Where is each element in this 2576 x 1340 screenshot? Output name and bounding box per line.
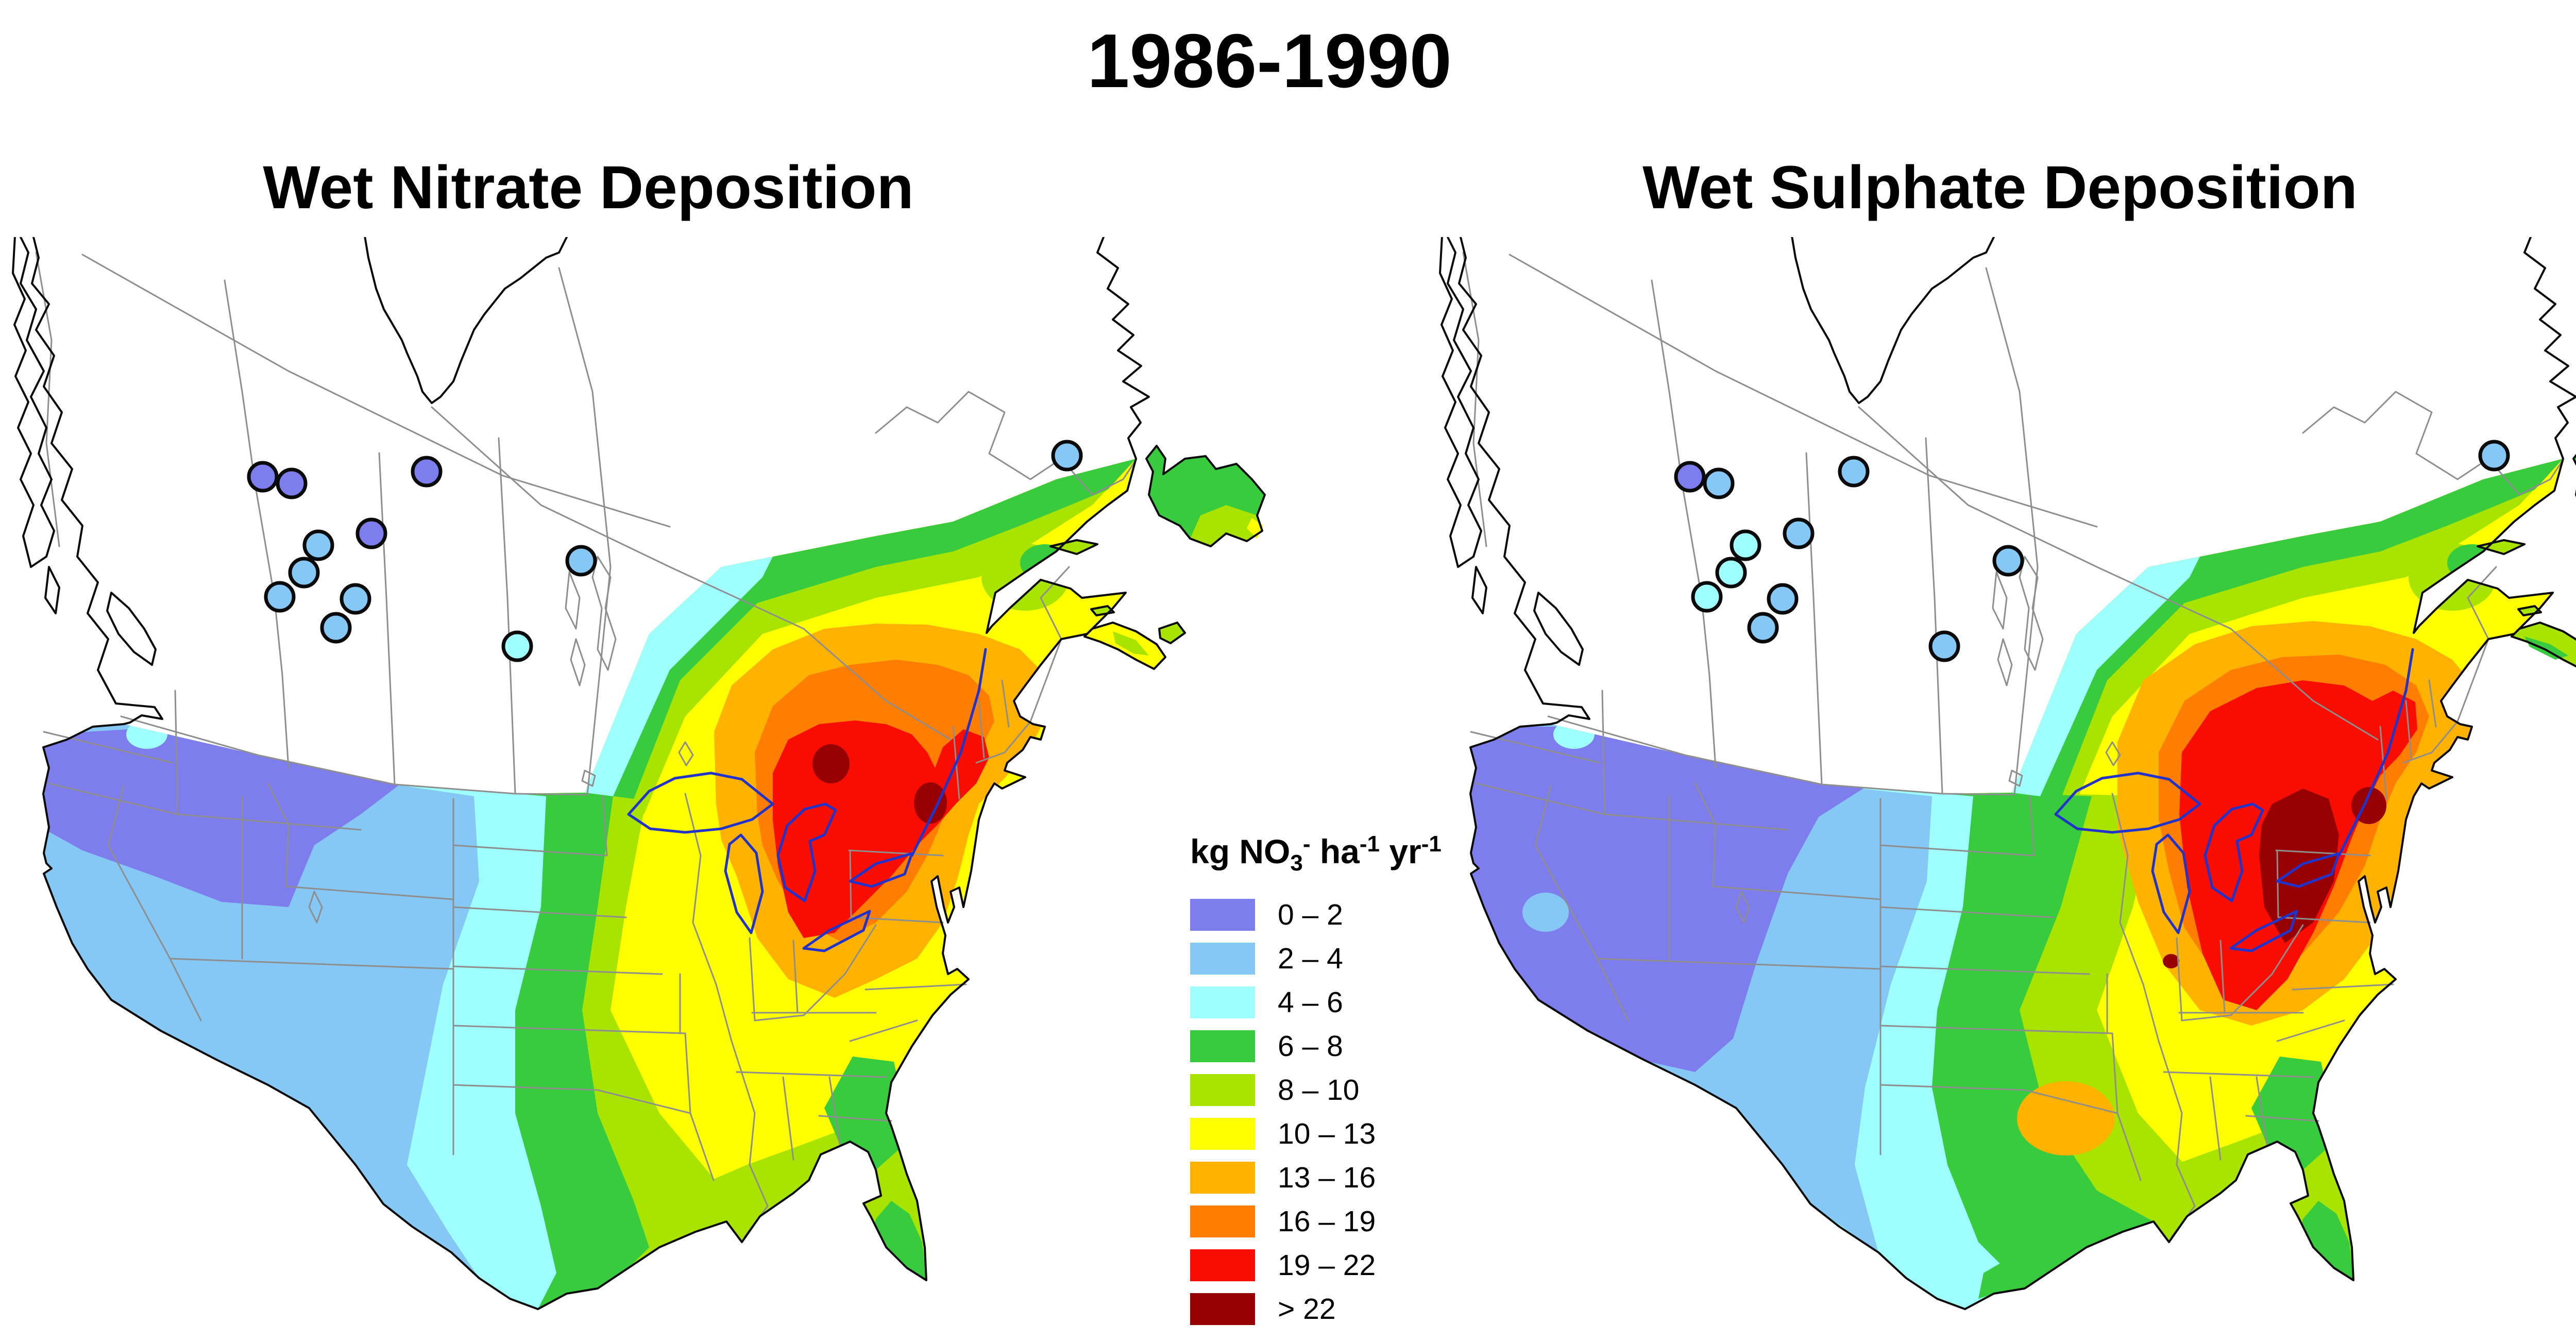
legend-label: 13 – 16 bbox=[1278, 1161, 1376, 1194]
station-marker bbox=[288, 557, 320, 589]
legend-item: 4 – 6 bbox=[1190, 986, 1479, 1019]
legend-title-segment: - bbox=[1302, 831, 1311, 857]
legend-swatch bbox=[1190, 1293, 1255, 1325]
station-marker bbox=[264, 581, 296, 613]
station-marker bbox=[1703, 467, 1735, 499]
station-marker bbox=[1051, 440, 1083, 472]
legend-swatch bbox=[1190, 986, 1255, 1018]
station-marker bbox=[302, 529, 334, 561]
legend-item: 2 – 4 bbox=[1190, 942, 1479, 975]
nitrate-map bbox=[0, 237, 1288, 1340]
station-marker bbox=[1928, 630, 1960, 662]
legend-swatch bbox=[1190, 943, 1255, 975]
station-marker bbox=[501, 630, 533, 662]
legend-label: 4 – 6 bbox=[1278, 986, 1343, 1019]
legend-swatch bbox=[1190, 1249, 1255, 1281]
legend-label: 16 – 19 bbox=[1278, 1205, 1376, 1238]
legend-label: 2 – 4 bbox=[1278, 942, 1343, 975]
nitrate-station-markers bbox=[247, 440, 1083, 662]
station-marker bbox=[1715, 557, 1747, 589]
legend-label: 10 – 13 bbox=[1278, 1117, 1376, 1150]
legend-item: 10 – 13 bbox=[1190, 1117, 1479, 1150]
legend-swatch bbox=[1190, 1205, 1255, 1237]
legend-title-segment: kg NO bbox=[1190, 832, 1291, 870]
sulphate-map-title: Wet Sulphate Deposition bbox=[1642, 154, 2358, 222]
station-marker bbox=[320, 612, 352, 644]
station-marker bbox=[1992, 545, 2024, 577]
legend-item: 16 – 19 bbox=[1190, 1205, 1479, 1238]
legend-label: 6 – 8 bbox=[1278, 1030, 1343, 1063]
station-marker bbox=[411, 456, 443, 488]
station-marker bbox=[1783, 517, 1815, 549]
legend-item: 8 – 10 bbox=[1190, 1074, 1479, 1107]
legend-title-segment: 3 bbox=[1290, 850, 1303, 876]
legend-item: 19 – 22 bbox=[1190, 1249, 1479, 1282]
legend-item: > 22 bbox=[1190, 1293, 1479, 1326]
legend-label: 8 – 10 bbox=[1278, 1074, 1360, 1107]
legend-title-segment: -1 bbox=[1421, 831, 1442, 857]
legend-item: 0 – 2 bbox=[1190, 898, 1479, 931]
station-marker bbox=[1747, 612, 1779, 644]
legend-swatch bbox=[1190, 1162, 1255, 1194]
station-marker bbox=[1674, 461, 1706, 493]
nitrate-legend-title: kg NO3- ha-1 yr-1 bbox=[1190, 831, 1479, 875]
station-marker bbox=[340, 583, 371, 615]
station-marker bbox=[565, 545, 597, 577]
station-marker bbox=[1767, 583, 1799, 615]
page-title: 1986-1990 bbox=[1087, 19, 1452, 104]
legend-label: > 22 bbox=[1278, 1293, 1336, 1326]
station-marker bbox=[247, 461, 279, 493]
sulphate-map bbox=[1427, 237, 2576, 1340]
legend-label: 0 – 2 bbox=[1278, 898, 1343, 931]
legend-item: 13 – 16 bbox=[1190, 1161, 1479, 1194]
station-marker bbox=[355, 517, 387, 549]
station-marker bbox=[2478, 440, 2510, 472]
station-marker bbox=[276, 467, 308, 499]
station-marker bbox=[1838, 456, 1870, 488]
legend-title-segment: ha bbox=[1310, 832, 1360, 870]
station-marker bbox=[1730, 529, 1761, 561]
legend-swatch bbox=[1190, 1074, 1255, 1106]
sulphate-station-markers bbox=[1674, 440, 2510, 662]
legend-title-segment: -1 bbox=[1359, 831, 1380, 857]
legend-swatch bbox=[1190, 1030, 1255, 1062]
legend-item: 6 – 8 bbox=[1190, 1030, 1479, 1063]
nitrate-map-title: Wet Nitrate Deposition bbox=[263, 154, 914, 222]
legend-title-segment: yr bbox=[1379, 832, 1421, 870]
legend-label: 19 – 22 bbox=[1278, 1249, 1376, 1282]
station-marker bbox=[1691, 581, 1723, 613]
legend-swatch bbox=[1190, 899, 1255, 931]
legend-swatch bbox=[1190, 1118, 1255, 1150]
